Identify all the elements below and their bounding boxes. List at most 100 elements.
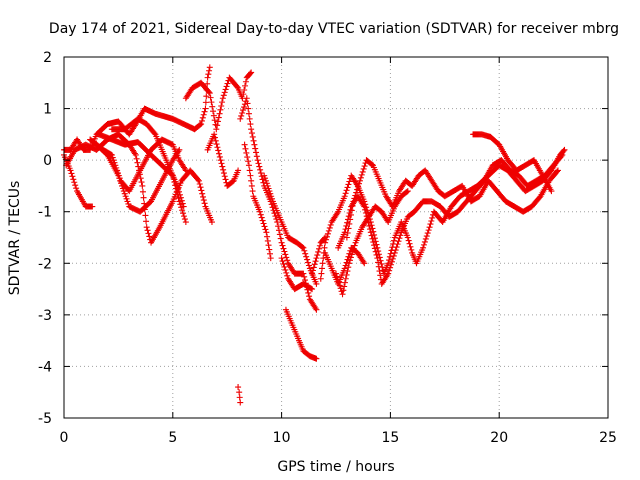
data-point [279,258,286,265]
data-point [205,88,212,95]
data-point [341,229,348,236]
x-axis-label: GPS time / hours [277,459,394,475]
data-point [247,70,254,77]
x-tick-label: 20 [490,430,508,446]
data-point [263,180,270,187]
data-point [214,118,221,125]
plot-frame [63,56,609,419]
data-point [146,233,153,240]
data-point [280,261,287,268]
x-tick-label: 5 [168,430,177,446]
data-point [247,121,254,128]
data-point [215,147,222,154]
data-point [244,154,251,161]
data-point [267,190,274,197]
data-point [373,251,380,258]
data-point [72,182,79,189]
data-point [201,108,208,115]
data-point [404,234,411,241]
data-point [346,220,353,227]
data-point [378,260,385,267]
x-tick-label: 25 [599,430,617,446]
data-point [245,162,252,169]
data-point [114,170,121,177]
data-point [222,176,229,183]
data-point [553,168,560,175]
data-point [396,235,403,242]
data-point [217,106,224,113]
data-point [260,220,267,227]
data-point [320,255,327,262]
data-point [342,262,349,269]
data-point [340,287,347,294]
data-point [221,173,228,180]
data-point [213,141,220,148]
data-point [245,110,252,117]
data-point [342,190,349,197]
data-point [304,256,311,263]
data-point [220,170,227,177]
data-point [377,272,384,279]
data-point [205,71,212,78]
data-point [214,122,221,129]
data-point [387,250,394,257]
data-point [341,279,348,286]
data-point [406,240,413,247]
data-point [210,112,217,119]
data-point [386,267,393,274]
data-point [429,214,436,221]
data-point [198,117,205,124]
data-point [426,224,433,231]
data-point [223,83,230,90]
data-point [315,248,322,255]
data-point [252,145,259,152]
data-point [238,112,245,119]
data-point [143,224,150,231]
data-point [374,255,381,262]
data-point [318,270,325,277]
data-point [309,286,316,293]
data-point [263,229,270,236]
data-point [423,233,430,240]
data-point [249,133,256,140]
data-point [420,244,427,251]
data-point [393,244,400,251]
data-point [123,195,130,202]
data-point [323,233,330,240]
data-point [348,207,355,214]
chart-title: Day 174 of 2021, Sidereal Day-to-day VTE… [49,21,619,37]
data-point [322,239,329,246]
data-point [316,242,323,249]
y-tick-label: 1 [43,102,52,118]
x-tick-label: 15 [381,430,399,446]
data-point [266,250,273,257]
data-point [424,230,431,237]
y-tick-label: 2 [43,50,52,66]
data-point [208,219,215,226]
data-point [303,253,310,260]
y-tick-label: -5 [38,411,52,427]
data-point [397,232,404,239]
data-point [301,273,308,280]
data-point [178,197,185,204]
data-point [341,283,348,290]
data-point [182,167,189,174]
data-point [278,239,285,246]
data-point [357,174,364,181]
data-point [548,188,555,195]
data-point [138,179,145,186]
data-point [345,225,352,232]
data-point [206,64,213,71]
data-point [180,210,187,217]
data-point [113,164,120,171]
data-point [216,150,223,157]
data-point [235,167,242,174]
data-point [267,255,274,262]
data-point [207,94,214,101]
data-point [356,177,363,184]
data-point [179,207,186,214]
data-point [326,224,333,231]
data-point [358,171,365,178]
data-point [305,289,312,296]
data-point [248,69,255,76]
